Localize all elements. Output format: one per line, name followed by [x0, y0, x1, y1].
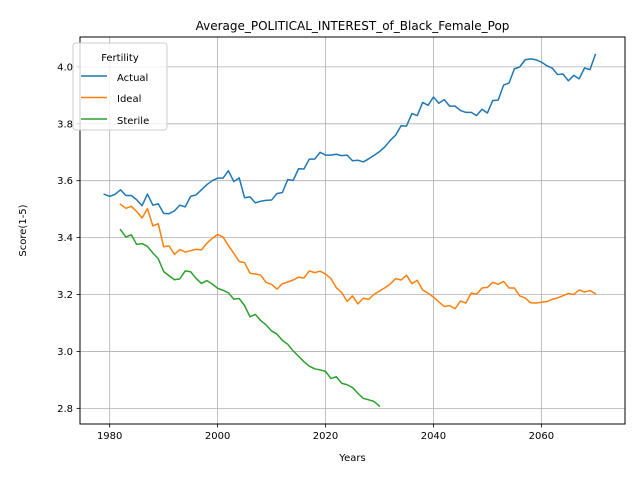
legend: Fertility Actual Ideal Sterile [72, 42, 168, 131]
x-tick-label: 2020 [313, 431, 338, 442]
chart-title: Average_POLITICAL_INTEREST_of_Black_Fema… [196, 19, 510, 33]
y-tick-label: 3.8 [57, 119, 73, 130]
legend-title: Fertility [101, 53, 139, 64]
legend-label-actual: Actual [117, 73, 148, 84]
legend-label-sterile: Sterile [117, 116, 149, 127]
plot-frame [79, 36, 626, 425]
x-tick-label: 2000 [205, 431, 230, 442]
y-tick-label: 3.4 [57, 233, 73, 244]
series-line-sterile [119, 228, 381, 408]
y-axis-label: Score(1-5) [18, 204, 29, 256]
x-axis-label: Years [338, 453, 365, 464]
x-tick-label: 1980 [97, 431, 122, 442]
series-line-ideal [119, 203, 597, 310]
series-lines [103, 53, 597, 408]
axis-ticks: 1980 2000 2020 2040 2060 2.8 3.0 3.2 3.4 3.6 3.8 4.… [57, 62, 554, 442]
series-line-actual [103, 53, 597, 215]
y-tick-label: 3.0 [57, 347, 73, 358]
y-tick-label: 3.6 [57, 176, 73, 187]
grid [80, 37, 625, 424]
legend-label-ideal: Ideal [117, 94, 141, 105]
legend-box [72, 42, 168, 131]
x-tick-label: 2060 [529, 431, 554, 442]
y-tick-label: 3.2 [57, 290, 73, 301]
y-tick-label: 4.0 [57, 62, 73, 73]
y-tick-label: 2.8 [57, 404, 73, 415]
x-tick-label: 2040 [421, 431, 446, 442]
